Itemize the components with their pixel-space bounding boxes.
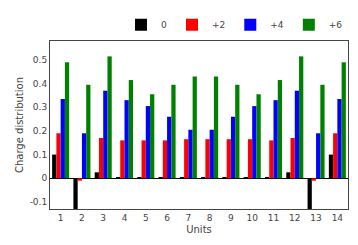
svg-text:0.4: 0.4 (33, 79, 48, 89)
svg-text:9: 9 (228, 213, 234, 223)
svg-text:0.2: 0.2 (33, 126, 47, 136)
svg-text:6: 6 (164, 213, 170, 223)
svg-text:+6: +6 (329, 20, 343, 30)
svg-text:0.5: 0.5 (33, 55, 47, 65)
svg-text:0: 0 (161, 20, 167, 30)
svg-text:7: 7 (185, 213, 191, 223)
svg-text:0: 0 (41, 173, 47, 183)
svg-text:2: 2 (79, 213, 85, 223)
svg-text:8: 8 (207, 213, 213, 223)
svg-text:14: 14 (332, 213, 344, 223)
svg-text:13: 13 (310, 213, 321, 223)
svg-text:4: 4 (122, 213, 128, 223)
svg-text:1: 1 (58, 213, 64, 223)
svg-text:5: 5 (143, 213, 149, 223)
svg-text:0.3: 0.3 (33, 102, 47, 112)
svg-text:Units: Units (186, 224, 212, 235)
svg-text:+2: +2 (212, 20, 225, 30)
svg-text:10: 10 (246, 213, 258, 223)
svg-text:-0.1: -0.1 (30, 197, 48, 207)
svg-text:12: 12 (289, 213, 300, 223)
svg-text:+4: +4 (270, 20, 284, 30)
svg-text:Charge distribution: Charge distribution (14, 77, 25, 173)
svg-text:3: 3 (100, 213, 106, 223)
svg-text:0.1: 0.1 (33, 150, 47, 160)
svg-text:11: 11 (268, 213, 279, 223)
